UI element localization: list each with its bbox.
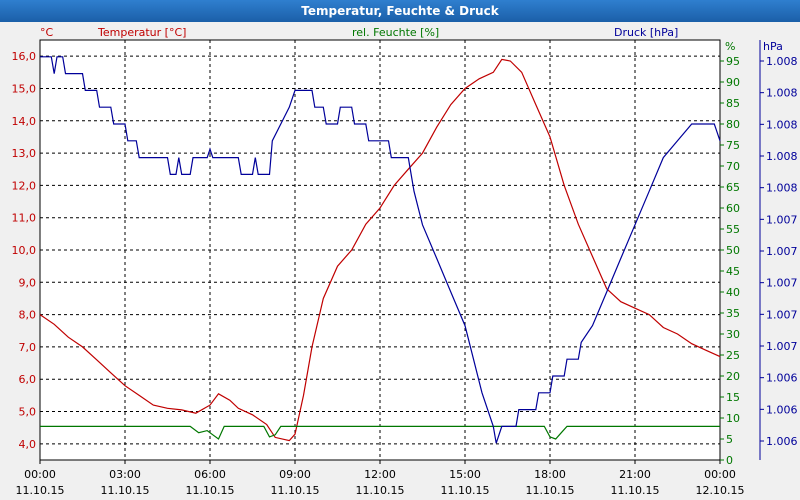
humidity-tick-label: 35 (726, 307, 740, 320)
x-tick-date: 11.10.15 (186, 484, 235, 497)
humidity-tick-label: 45 (726, 265, 740, 278)
humidity-tick-label: 50 (726, 244, 740, 257)
x-tick-time: 00:00 (704, 468, 736, 481)
humidity-tick-label: 80 (726, 118, 740, 131)
left-tick-label: 12,0 (12, 179, 37, 192)
humidity-tick-label: 30 (726, 328, 740, 341)
left-tick-label: 7,0 (19, 341, 37, 354)
left-tick-label: 11,0 (12, 212, 37, 225)
humidity-tick-label: 60 (726, 202, 740, 215)
left-tick-label: 9,0 (19, 276, 37, 289)
x-tick-time: 09:00 (279, 468, 311, 481)
pressure-tick-label: 1.008 (766, 182, 798, 195)
legend-temperature: Temperatur [°C] (97, 26, 186, 39)
x-tick-date: 11.10.15 (16, 484, 65, 497)
right1-axis-unit: % (725, 40, 735, 53)
humidity-tick-label: 55 (726, 223, 740, 236)
humidity-tick-label: 5 (726, 433, 733, 446)
x-tick-date: 11.10.15 (526, 484, 575, 497)
x-tick-time: 00:00 (24, 468, 56, 481)
humidity-tick-label: 75 (726, 139, 740, 152)
humidity-tick-label: 90 (726, 76, 740, 89)
x-tick-date: 11.10.15 (101, 484, 150, 497)
pressure-tick-label: 1.007 (766, 277, 798, 290)
pressure-tick-label: 1.007 (766, 245, 798, 258)
humidity-tick-label: 0 (726, 454, 733, 467)
x-tick-date: 11.10.15 (441, 484, 490, 497)
left-tick-label: 15,0 (12, 82, 37, 95)
x-tick-date: 11.10.15 (356, 484, 405, 497)
left-tick-label: 8,0 (19, 309, 37, 322)
left-axis-unit: °C (40, 26, 54, 39)
series-temperature-line (39, 58, 721, 442)
pressure-tick-label: 1.006 (766, 403, 798, 416)
pressure-tick-label: 1.006 (766, 372, 798, 385)
x-tick-date: 12.10.15 (696, 484, 745, 497)
x-tick-time: 18:00 (534, 468, 566, 481)
humidity-tick-label: 25 (726, 349, 740, 362)
pressure-tick-label: 1.008 (766, 55, 798, 68)
x-tick-time: 15:00 (449, 468, 481, 481)
pressure-tick-label: 1.008 (766, 87, 798, 100)
series-humidity-line (40, 425, 720, 440)
pressure-tick-label: 1.007 (766, 340, 798, 353)
x-tick-time: 21:00 (619, 468, 651, 481)
humidity-tick-label: 65 (726, 181, 740, 194)
pressure-tick-label: 1.006 (766, 435, 798, 448)
humidity-tick-label: 95 (726, 55, 740, 68)
pressure-tick-label: 1.008 (766, 150, 798, 163)
right2-axis-unit: hPa (763, 40, 783, 53)
left-tick-label: 6,0 (19, 373, 37, 386)
humidity-tick-label: 20 (726, 370, 740, 383)
x-tick-date: 11.10.15 (611, 484, 660, 497)
series-pressure-line (40, 56, 721, 444)
grid (40, 40, 720, 460)
legend-humidity: rel. Feuchte [%] (352, 26, 439, 39)
x-tick-date: 11.10.15 (271, 484, 320, 497)
left-tick-label: 5,0 (19, 406, 37, 419)
pressure-tick-label: 1.007 (766, 213, 798, 226)
x-tick-time: 06:00 (194, 468, 226, 481)
x-tick-time: 03:00 (109, 468, 141, 481)
pressure-tick-label: 1.007 (766, 308, 798, 321)
left-tick-label: 4,0 (19, 438, 37, 451)
left-tick-label: 16,0 (12, 50, 37, 63)
legend-pressure: Druck [hPa] (614, 26, 678, 39)
series-layer (39, 56, 721, 444)
humidity-tick-label: 40 (726, 286, 740, 299)
humidity-tick-label: 85 (726, 97, 740, 110)
humidity-tick-label: 10 (726, 412, 740, 425)
left-tick-label: 13,0 (12, 147, 37, 160)
left-tick-label: 10,0 (12, 244, 37, 257)
pressure-tick-label: 1.008 (766, 118, 798, 131)
humidity-tick-label: 70 (726, 160, 740, 173)
x-tick-time: 12:00 (364, 468, 396, 481)
humidity-tick-label: 15 (726, 391, 740, 404)
axes: 00:00 11.10.15 03:00 11.10.15 06:00 11.10.15 0… (12, 50, 798, 497)
left-tick-label: 14,0 (12, 115, 37, 128)
window-title: Temperatur, Feuchte & Druck (0, 0, 800, 22)
